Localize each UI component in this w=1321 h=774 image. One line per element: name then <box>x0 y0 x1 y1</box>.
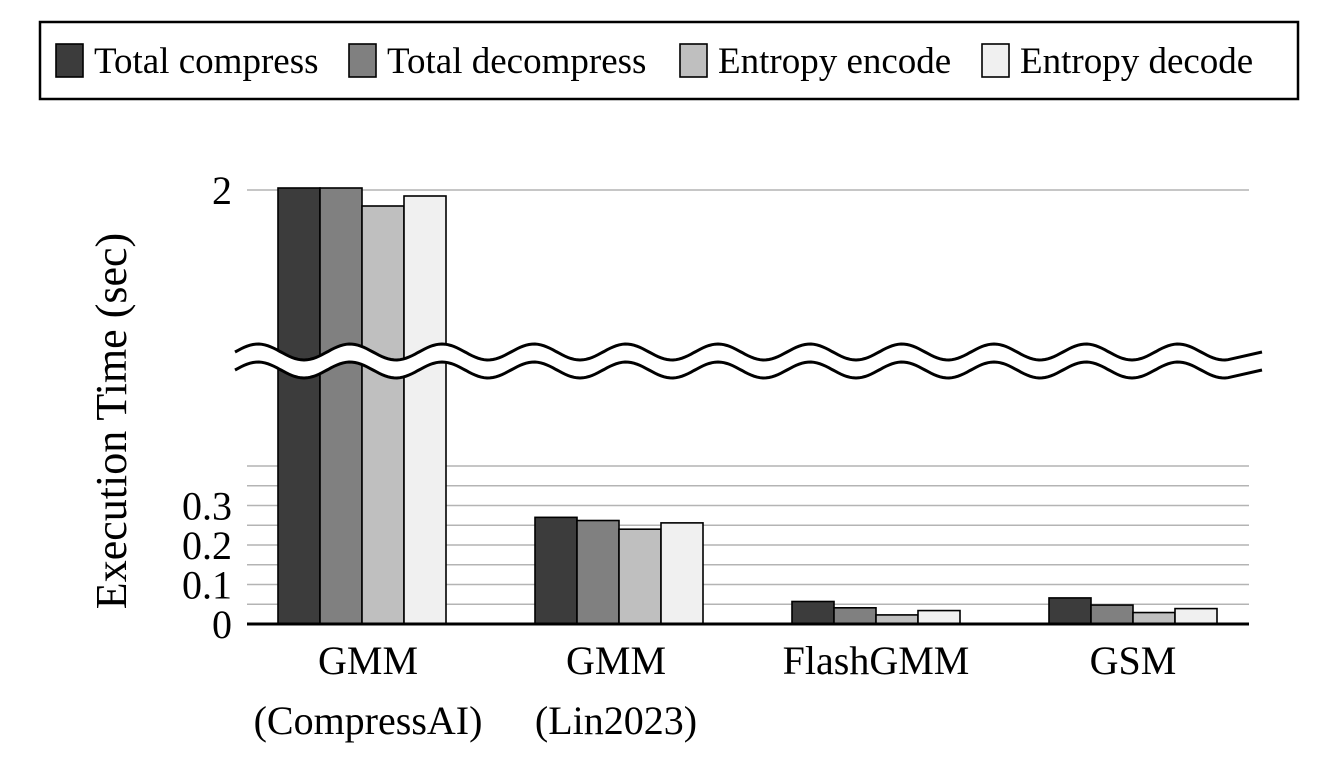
legend-swatch <box>981 43 1010 78</box>
y-tick-label: 2 <box>212 168 232 213</box>
bar-total-decompress-3 <box>1090 604 1134 625</box>
bar-entropy-decode-0 <box>403 195 447 625</box>
bar-total-compress-3 <box>1048 597 1092 625</box>
x-axis-ticks: GMM (CompressAI) GMM (Lin2023) FlashGMM GSM <box>254 638 1177 743</box>
axis-break-line-lower <box>234 360 1263 380</box>
bar-total-decompress-0 <box>319 187 363 625</box>
y-tick-label: 0 <box>212 602 232 647</box>
y-tick-label: 0.2 <box>182 523 232 568</box>
y-axis-label: Execution Time (sec) <box>87 233 136 609</box>
x-tick-label: GMM <box>318 638 418 683</box>
y-axis-ticks: 00.10.20.3 2 <box>182 168 232 647</box>
y-tick-label: 0.3 <box>182 484 232 529</box>
bar-total-compress-1 <box>534 516 578 625</box>
x-tick-label: (Lin2023) <box>535 698 697 743</box>
legend: Total compress Total decompress Entropy en… <box>38 20 1300 101</box>
bar-total-decompress-2 <box>833 607 877 625</box>
x-tick-label: GSM <box>1090 638 1177 683</box>
legend-label: Total decompress <box>387 41 646 82</box>
axis-break-band <box>235 344 1262 378</box>
bars <box>247 187 1249 626</box>
legend-item-total-compress: Total compress <box>55 41 319 82</box>
x-tick-label: FlashGMM <box>783 638 970 683</box>
legend-label: Entropy decode <box>1020 41 1253 82</box>
legend-box <box>38 20 1300 101</box>
bar-total-compress-2 <box>791 600 835 625</box>
axis-break <box>234 342 1263 380</box>
bar-entropy-encode-0 <box>361 205 405 625</box>
y-tick-label: 0.1 <box>182 563 232 608</box>
bar-entropy-encode-3 <box>1132 611 1176 625</box>
bar-entropy-decode-1 <box>660 522 704 625</box>
x-tick-label: (CompressAI) <box>254 698 483 743</box>
legend-item-entropy-encode: Entropy encode <box>679 41 951 82</box>
bar-entropy-decode-2 <box>917 609 961 625</box>
legend-label: Entropy encode <box>718 41 951 82</box>
legend-swatch <box>348 43 377 78</box>
legend-label: Total compress <box>94 41 319 82</box>
legend-swatch <box>679 43 708 78</box>
axis-break-line-upper <box>234 342 1263 362</box>
bar-entropy-decode-3 <box>1174 607 1218 625</box>
legend-item-entropy-decode: Entropy decode <box>981 41 1253 82</box>
bar-entropy-encode-1 <box>618 528 662 625</box>
legend-swatch <box>55 43 84 78</box>
bar-total-decompress-1 <box>576 519 620 625</box>
bar-total-compress-0 <box>277 187 321 625</box>
x-tick-label: GMM <box>566 638 666 683</box>
legend-item-total-decompress: Total decompress <box>348 41 646 82</box>
